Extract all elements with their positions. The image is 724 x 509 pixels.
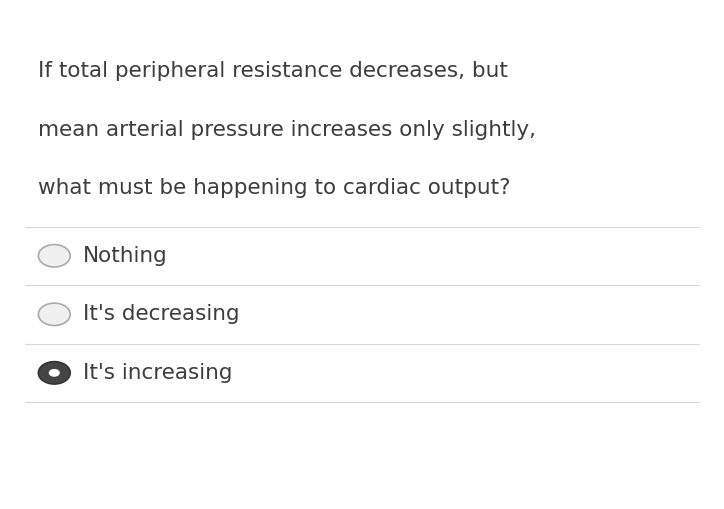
Circle shape [49, 369, 60, 377]
Text: It's decreasing: It's decreasing [83, 304, 240, 324]
Text: It's increasing: It's increasing [83, 363, 232, 383]
Text: mean arterial pressure increases only slightly,: mean arterial pressure increases only sl… [38, 120, 536, 139]
Circle shape [38, 361, 70, 384]
Text: If total peripheral resistance decreases, but: If total peripheral resistance decreases… [38, 61, 508, 81]
Circle shape [38, 303, 70, 326]
Text: what must be happening to cardiac output?: what must be happening to cardiac output… [38, 178, 510, 198]
Text: Nothing: Nothing [83, 246, 168, 266]
Circle shape [38, 245, 70, 267]
